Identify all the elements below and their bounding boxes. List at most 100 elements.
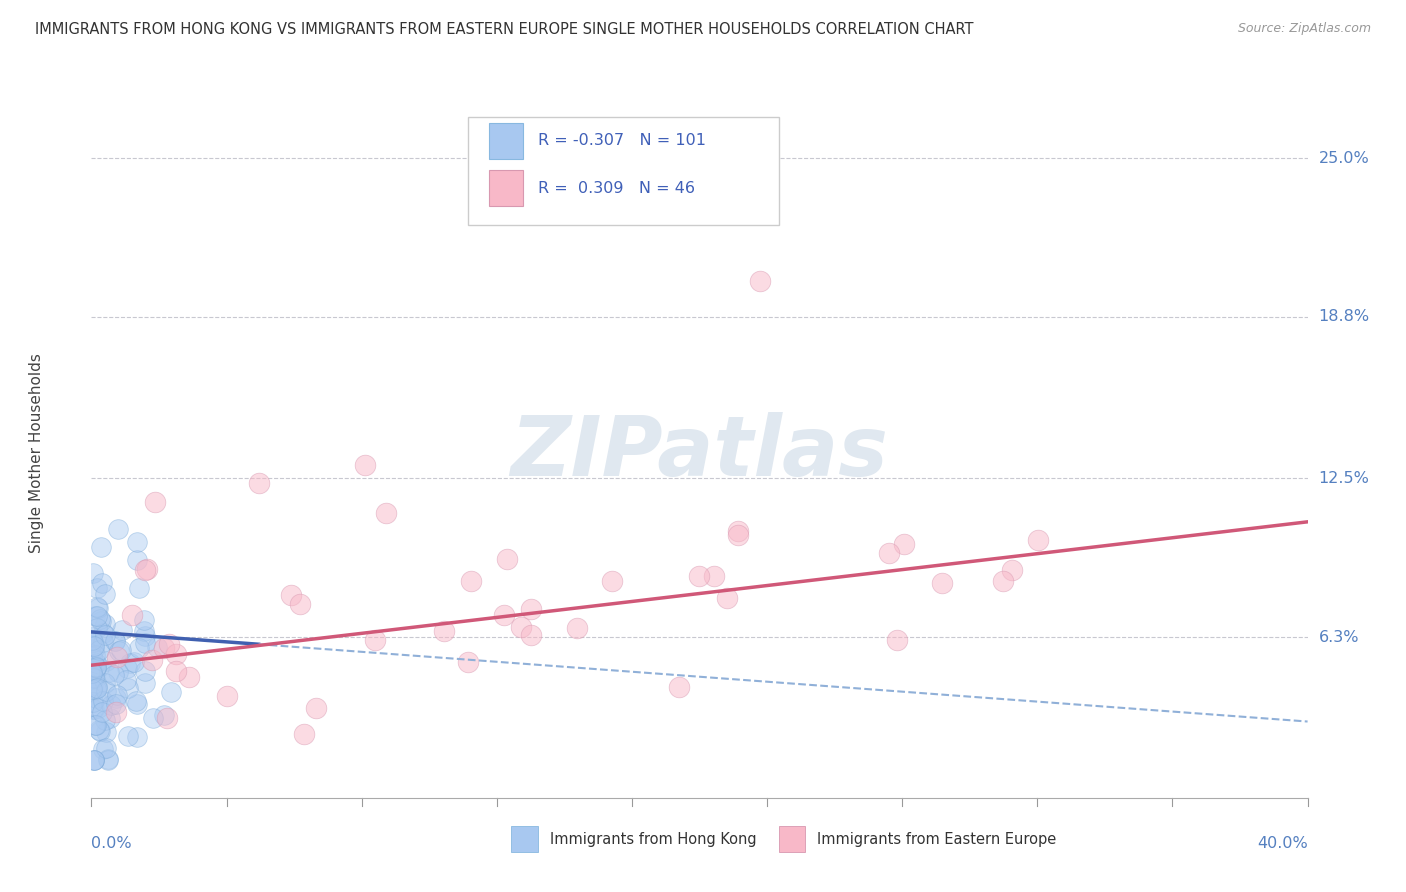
Point xyxy=(727,528,749,542)
Bar xyxy=(489,170,523,206)
Point xyxy=(91,706,114,720)
Text: ZIPatlas: ZIPatlas xyxy=(510,412,889,493)
Point xyxy=(136,562,159,576)
Point xyxy=(111,623,134,637)
Point xyxy=(86,681,108,696)
Point xyxy=(83,670,105,684)
Point xyxy=(520,601,543,615)
Point xyxy=(104,634,127,648)
Text: R = -0.307   N = 101: R = -0.307 N = 101 xyxy=(537,134,706,148)
Text: Single Mother Households: Single Mother Households xyxy=(30,352,44,553)
Text: Immigrants from Eastern Europe: Immigrants from Eastern Europe xyxy=(817,831,1057,847)
Point xyxy=(82,682,104,697)
Point xyxy=(83,640,105,654)
Point xyxy=(97,752,120,766)
Point xyxy=(86,657,108,671)
Point xyxy=(84,660,107,674)
Point xyxy=(931,575,953,590)
Point xyxy=(141,653,163,667)
Point xyxy=(83,648,105,662)
Point xyxy=(89,724,111,739)
Point xyxy=(97,753,120,767)
Point xyxy=(292,727,315,741)
Point xyxy=(94,724,117,739)
Point xyxy=(83,753,105,767)
Point xyxy=(496,552,519,566)
Point xyxy=(125,730,148,744)
Text: Source: ZipAtlas.com: Source: ZipAtlas.com xyxy=(1237,22,1371,36)
Point xyxy=(87,642,110,657)
Point xyxy=(94,675,117,690)
Point xyxy=(84,691,107,706)
Point xyxy=(98,711,121,725)
Text: R =  0.309   N = 46: R = 0.309 N = 46 xyxy=(537,180,695,195)
Bar xyxy=(489,123,523,159)
Point xyxy=(142,710,165,724)
Point xyxy=(86,600,108,615)
Point xyxy=(156,710,179,724)
Point xyxy=(120,657,142,671)
Point xyxy=(83,637,105,651)
Point xyxy=(509,620,531,634)
Point xyxy=(114,673,136,688)
Point xyxy=(83,702,105,716)
Point xyxy=(134,613,156,627)
Point xyxy=(82,566,104,580)
Point xyxy=(82,695,104,709)
Point xyxy=(749,274,772,288)
Point xyxy=(132,624,155,638)
Point xyxy=(83,657,105,672)
Point xyxy=(105,691,128,706)
Point xyxy=(125,694,148,708)
Text: 6.3%: 6.3% xyxy=(1319,630,1360,645)
Point xyxy=(143,495,166,509)
Point xyxy=(86,621,108,635)
Point xyxy=(84,718,107,732)
Point xyxy=(89,541,111,555)
Point xyxy=(991,574,1014,588)
Point xyxy=(87,701,110,715)
Point xyxy=(83,753,105,767)
Point xyxy=(86,609,108,624)
Point xyxy=(107,522,129,536)
Point xyxy=(87,601,110,615)
Point xyxy=(82,635,104,649)
Point xyxy=(134,664,156,678)
Point xyxy=(121,607,143,622)
Point xyxy=(83,671,105,685)
Text: 18.8%: 18.8% xyxy=(1319,310,1369,325)
Point xyxy=(1001,563,1024,577)
Point xyxy=(94,684,117,698)
Point xyxy=(93,635,115,649)
Point xyxy=(1026,533,1049,548)
Point xyxy=(134,636,156,650)
Point xyxy=(460,574,482,588)
Bar xyxy=(779,826,806,852)
Text: 0.0%: 0.0% xyxy=(91,837,132,851)
Point xyxy=(84,682,107,697)
Point xyxy=(86,581,108,595)
Point xyxy=(688,569,710,583)
Point xyxy=(89,612,111,626)
Point xyxy=(103,668,125,682)
Point xyxy=(82,665,104,679)
Point xyxy=(97,665,120,679)
Point xyxy=(89,723,111,738)
Point xyxy=(94,654,117,668)
Text: Immigrants from Hong Kong: Immigrants from Hong Kong xyxy=(550,831,756,847)
Point xyxy=(247,476,270,491)
Point xyxy=(217,690,239,704)
Point xyxy=(127,535,149,549)
Point xyxy=(83,718,105,732)
Point xyxy=(520,627,543,641)
Point xyxy=(134,563,156,577)
Point xyxy=(94,627,117,641)
Point xyxy=(87,660,110,674)
Point xyxy=(600,574,623,588)
Point xyxy=(128,640,150,655)
Point xyxy=(125,553,148,567)
Point xyxy=(165,664,187,678)
Point xyxy=(94,741,117,756)
Point xyxy=(703,569,725,583)
Point xyxy=(80,665,103,680)
